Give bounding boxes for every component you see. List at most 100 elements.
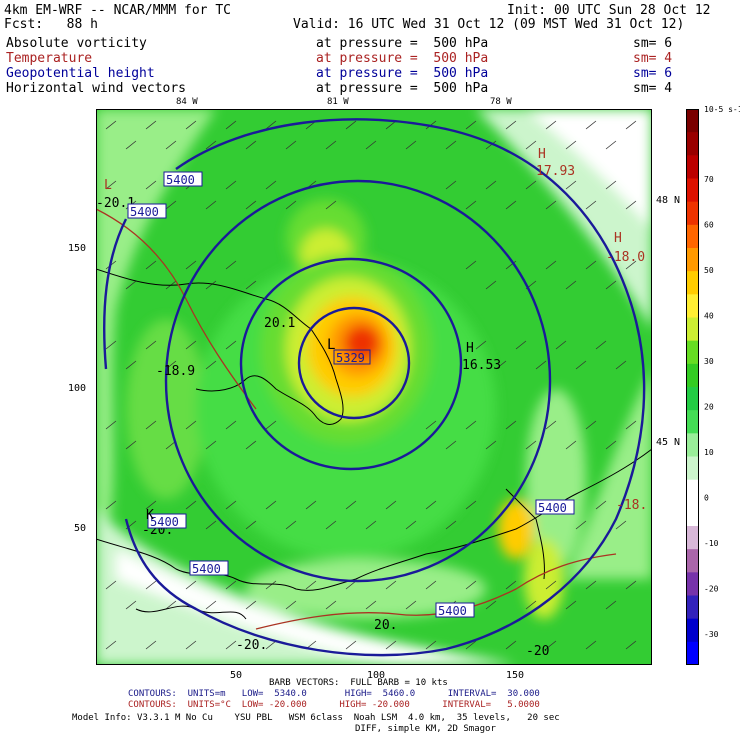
temp-label-e: -20. <box>236 638 267 653</box>
height-label-box-2 <box>127 203 167 219</box>
colorbar-cell <box>686 572 698 596</box>
bottom-tick-150: 150 <box>506 670 525 681</box>
field-name-wind: Horizontal wind vectors <box>6 81 187 96</box>
contours-height-note: CONTOURS: UNITS=m LOW= 5340.0 HIGH= 5460… <box>128 689 540 699</box>
right-tick-48n: 48 N <box>656 195 681 206</box>
wind-barbs <box>105 120 637 650</box>
height-contours <box>102 118 646 657</box>
valid-time: Valid: 16 UTC Wed 31 Oct 12 (09 MST Wed … <box>293 17 685 32</box>
colorbar-cell <box>686 456 698 481</box>
temp-label-a: 20.1 <box>264 316 295 331</box>
colorbar-tick-label: 60 <box>704 221 714 230</box>
height-center-value: 5329 <box>336 351 365 365</box>
height-label-box-3 <box>535 499 575 515</box>
height-label-6: 5400 <box>438 604 467 618</box>
field-level-wind: at pressure = 500 hPa <box>316 81 489 96</box>
field-sm-vorticity: sm= 6 <box>633 36 673 51</box>
right-tick-45n: 45 N <box>656 437 681 448</box>
colorbar-cell <box>686 178 698 203</box>
colorbar-unit: 10-5 s-1 <box>704 105 740 114</box>
weather-map: L 5329 H 17.93 H -18.0 H 16.53 20.1 -18.… <box>96 109 652 665</box>
high-value-3: 16.53 <box>462 358 501 373</box>
temp-label-h: -20.1 <box>96 196 135 211</box>
high-value-1: 17.93 <box>536 164 575 179</box>
height-label-1: 5400 <box>166 173 195 187</box>
height-center-box <box>333 349 371 365</box>
colorbar-cell <box>686 595 698 620</box>
height-label-5: 5400 <box>192 562 221 576</box>
height-label-box-1 <box>163 171 203 187</box>
left-tick-150: 150 <box>68 243 87 254</box>
colorbar-cell <box>686 294 698 318</box>
high-value-2: -18.0 <box>606 250 645 265</box>
colorbar-cell <box>686 248 698 272</box>
top-tick-84w: 84 W <box>176 97 198 107</box>
vorticity-shading <box>96 109 652 665</box>
map-frame <box>96 109 652 665</box>
colorbar-cell <box>686 132 698 156</box>
height-label-box-4 <box>147 513 187 529</box>
colorbar-cell <box>686 224 698 249</box>
colorbar-cell <box>686 433 698 457</box>
colorbar-tick-label: -30 <box>704 630 719 639</box>
colorbar-cell <box>686 340 698 365</box>
model-info-line1: Model Info: V3.3.1 M No Cu YSU PBL WSM 6… <box>72 713 560 723</box>
high-label-3: H <box>466 341 474 356</box>
colorbar-cell <box>686 410 698 434</box>
height-label-3: 5400 <box>538 501 567 515</box>
high-label-1: H <box>538 147 546 162</box>
colorbar-cell <box>686 201 698 226</box>
high-label-2: H <box>614 231 622 246</box>
height-label-box-5 <box>189 560 229 576</box>
field-name-geopotential: Geopotential height <box>6 66 155 81</box>
contours-temp-note: CONTOURS: UNITS=°C LOW= -20.000 HIGH= -2… <box>128 700 540 710</box>
colorbar-tick-label: -20 <box>704 585 719 594</box>
model-title: 4km EM-WRF -- NCAR/MMM for TC <box>4 3 231 18</box>
field-name-temperature: Temperature <box>6 51 93 66</box>
colorbar-cell <box>686 479 698 504</box>
low-label-west: L <box>104 178 112 193</box>
forecast-hour: Fcst: 88 h <box>4 17 98 32</box>
bottom-tick-100: 100 <box>367 670 386 681</box>
barb-vectors-note: BARB VECTORS: FULL BARB = 10 kts <box>269 678 448 688</box>
temp-label-b: -18.9 <box>156 364 195 379</box>
field-sm-temperature: sm= 4 <box>633 51 673 66</box>
k-label: K <box>146 508 154 523</box>
field-level-geopotential: at pressure = 500 hPa <box>316 66 489 81</box>
temp-label-d: -20 <box>526 644 549 659</box>
colorbar-cell <box>686 317 698 342</box>
top-tick-81w: 81 W <box>327 97 349 107</box>
field-name-vorticity: Absolute vorticity <box>6 36 147 51</box>
colorbar-cell <box>686 526 698 550</box>
colorbar-cell <box>686 109 698 133</box>
colorbar: 70 60 50 40 30 20 10 0 -10 -20 -30 <box>686 109 719 665</box>
left-tick-100: 100 <box>68 383 87 394</box>
colorbar-frame <box>686 109 699 665</box>
top-tick-78w: 78 W <box>490 97 512 107</box>
bottom-tick-50: 50 <box>230 670 243 681</box>
colorbar-cell <box>686 618 698 643</box>
colorbar-tick-label: 20 <box>704 403 714 412</box>
height-label-box-6 <box>435 602 475 618</box>
field-sm-geopotential: sm= 6 <box>633 66 673 81</box>
colorbar-cell <box>686 549 698 573</box>
height-label-2: 5400 <box>130 205 159 219</box>
colorbar-tick-label: -10 <box>704 539 719 548</box>
temp-label-c: 20. <box>374 618 397 633</box>
field-level-temperature: at pressure = 500 hPa <box>316 51 489 66</box>
colorbar-cell <box>686 387 698 411</box>
left-tick-50: 50 <box>74 523 87 534</box>
colorbar-tick-label: 50 <box>704 266 714 275</box>
colorbar-tick-label: 10 <box>704 448 714 457</box>
colorbar-cell <box>686 271 698 295</box>
colorbar-tick-label: 70 <box>704 175 714 184</box>
model-info-line2: DIFF, simple KM, 2D Smagor <box>355 724 496 734</box>
height-label-4: 5400 <box>150 515 179 529</box>
map-annotations: L 5329 H 17.93 H -18.0 H 16.53 20.1 -18.… <box>96 147 647 659</box>
colorbar-cell <box>686 155 698 179</box>
colorbar-tick-label: 40 <box>704 312 714 321</box>
colorbar-cell <box>686 502 698 527</box>
low-center-label: L <box>327 337 335 353</box>
colorbar-tick-label: 0 <box>704 494 709 503</box>
colorbar-tick-label: 30 <box>704 357 714 366</box>
